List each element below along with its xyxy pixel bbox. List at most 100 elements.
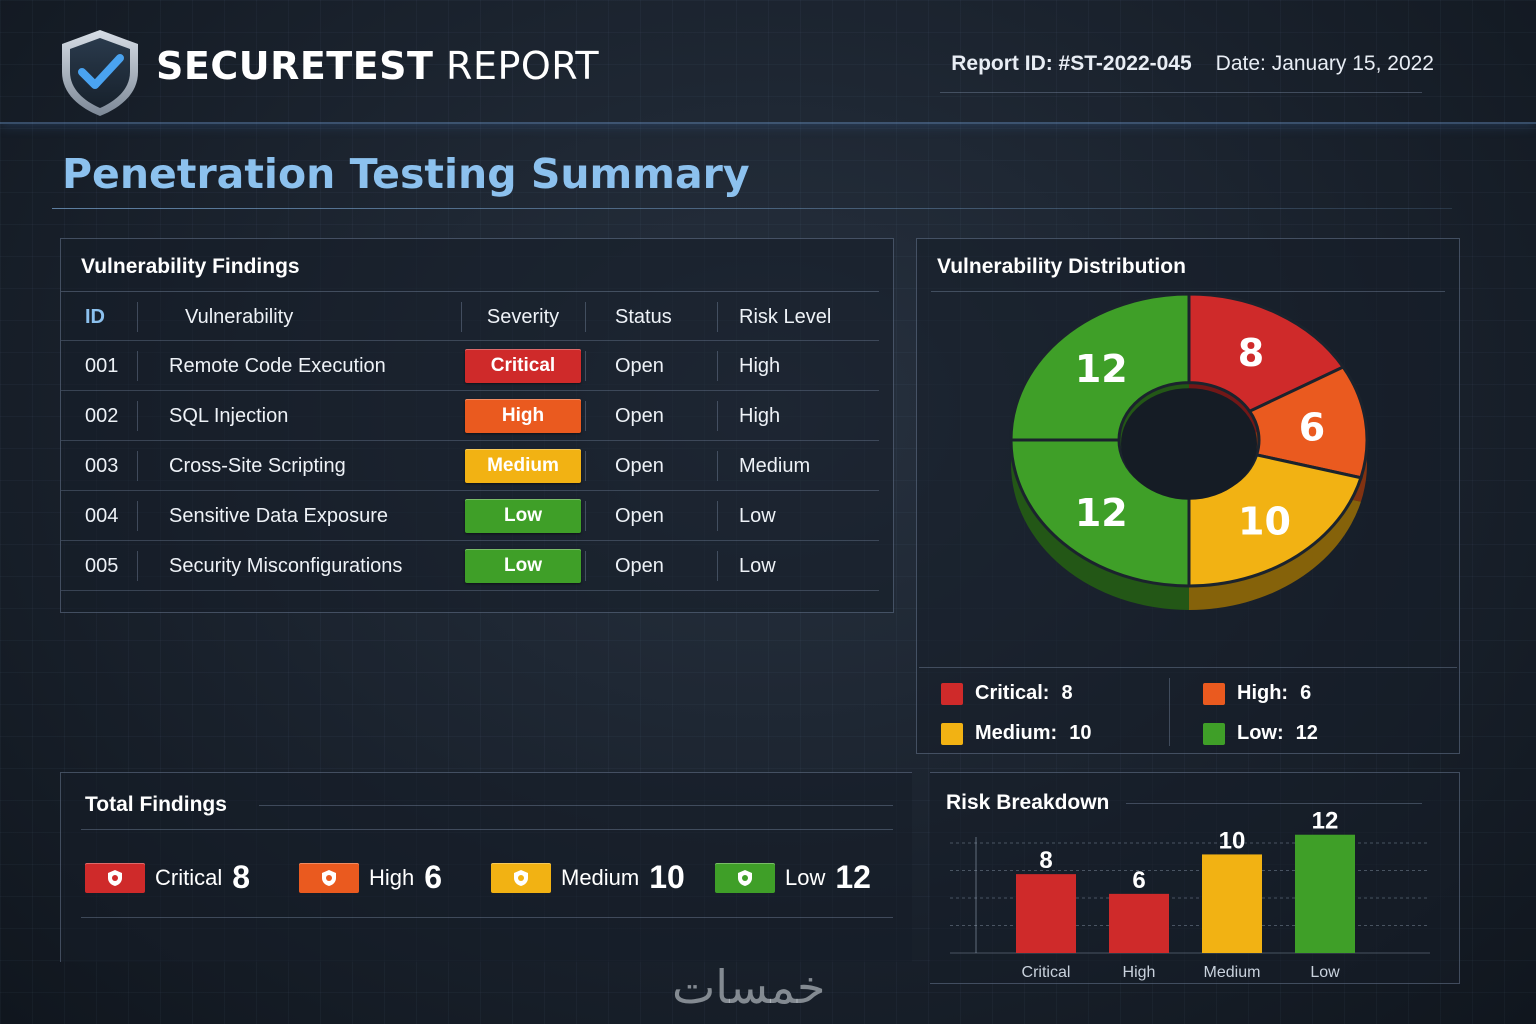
finding-id: 005 (85, 554, 119, 577)
column-header-id[interactable]: ID (85, 305, 105, 328)
findings-table: ID Vulnerability Severity Status Risk Le… (61, 291, 879, 591)
finding-vulnerability: SQL Injection (169, 404, 289, 427)
report-header: SECURETEST REPORT Report ID: #ST-2022-04… (0, 0, 1536, 124)
x-tick-label: Low (1310, 964, 1340, 981)
legend-item-medium: Medium: 10 (941, 722, 1091, 745)
column-header-vulnerability[interactable]: Vulnerability (185, 305, 294, 328)
page-title: Penetration Testing Summary (62, 150, 750, 198)
column-header-status[interactable]: Status (615, 305, 672, 328)
x-tick-label: Critical (1022, 964, 1071, 981)
donut-slice-high[interactable] (1247, 365, 1369, 480)
donut-slice-label: 10 (1238, 500, 1291, 544)
finding-id: 001 (85, 354, 119, 377)
title-divider (52, 208, 1452, 209)
donut-slice-label: 12 (1075, 347, 1128, 391)
total-findings-panel: Total Findings Critical 8 High 6 Medium … (60, 772, 912, 962)
report-meta: Report ID: #ST-2022-045 Date: January 15… (951, 52, 1434, 76)
finding-risk-level: High (739, 404, 781, 427)
donut-hole (1121, 388, 1257, 500)
distribution-legend: Critical: 8 High: 6 Medium: 10 Low: 12 (919, 667, 1457, 753)
finding-risk-level: High (739, 354, 781, 377)
finding-status: Open (615, 404, 664, 427)
bar-critical[interactable] (1016, 874, 1076, 953)
severity-badge: Low (465, 499, 581, 533)
finding-vulnerability: Sensitive Data Exposure (169, 504, 389, 527)
bar-high[interactable] (1109, 893, 1169, 953)
finding-status: Open (615, 554, 664, 577)
donut-slice-label: 12 (1075, 491, 1128, 535)
shield-check-icon (62, 30, 138, 116)
total-value: 10 (649, 859, 685, 895)
total-label: Critical (155, 864, 223, 890)
shield-badge-icon (715, 862, 775, 893)
total-value: 6 (424, 859, 443, 895)
legend-item-low: Low: 12 (1203, 722, 1318, 745)
table-row[interactable]: 003 Cross-Site Scripting Medium Open Med… (61, 441, 879, 491)
total-label: Low (785, 864, 826, 890)
finding-status: Open (615, 354, 664, 377)
total-label: High (369, 864, 415, 890)
donut-slice-label: 6 (1299, 406, 1325, 450)
vulnerability-findings-panel: Vulnerability Findings ID Vulnerability … (60, 238, 894, 613)
total-item-low: Low 12 (715, 859, 871, 896)
watermark-logo: خمسات (672, 960, 826, 1014)
legend-swatch-high (1203, 682, 1225, 705)
severity-badge: High (465, 399, 581, 433)
column-header-severity[interactable]: Severity (486, 305, 560, 328)
bar-value-label: 10 (1219, 827, 1246, 854)
bar-medium[interactable] (1202, 854, 1262, 953)
finding-risk-level: Medium (739, 454, 811, 477)
legend-swatch-critical (941, 682, 963, 705)
totals-title: Total Findings (85, 793, 227, 816)
severity-badge: Low (465, 549, 581, 583)
vulnerability-distribution-panel: Vulnerability Distribution 8 6 10 12 12 Crit… (916, 238, 1460, 754)
legend-item-high: High: 6 (1203, 682, 1311, 705)
table-header-row: ID Vulnerability Severity Status Risk Le… (61, 291, 879, 341)
donut-slice-low[interactable] (1009, 295, 1191, 442)
table-row[interactable]: 004 Sensitive Data Exposure Low Open Low (61, 491, 879, 541)
report-date: Date: January 15, 2022 (1215, 52, 1434, 75)
donut-chart: 86 10 12 12 (1009, 295, 1369, 610)
finding-id: 002 (85, 404, 119, 427)
legend-swatch-low (1203, 722, 1225, 745)
x-tick-label: Medium (1204, 964, 1261, 981)
shield-badge-icon (85, 862, 145, 893)
finding-risk-level: Low (739, 504, 776, 527)
table-row[interactable]: 005 Security Misconfigurations Low Open … (61, 541, 879, 591)
donut-slice-critical[interactable] (1187, 295, 1346, 414)
shield-badge-icon (299, 862, 359, 893)
severity-cell: Medium (461, 441, 585, 491)
finding-risk-level: Low (739, 554, 776, 577)
column-header-risk-level[interactable]: Risk Level (739, 305, 832, 328)
total-item-critical: Critical 8 (85, 859, 250, 896)
finding-id: 003 (85, 454, 119, 477)
finding-vulnerability: Cross-Site Scripting (169, 454, 346, 477)
severity-badge: Medium (465, 449, 581, 483)
severity-badge: Critical (465, 349, 581, 383)
report-id: Report ID: #ST-2022-045 (951, 52, 1192, 75)
brand-title: SECURETEST REPORT (156, 44, 600, 88)
table-row[interactable]: 001 Remote Code Execution Critical Open … (61, 341, 879, 391)
table-row[interactable]: 002 SQL Injection High Open High (61, 391, 879, 441)
bar-low[interactable] (1295, 834, 1355, 953)
severity-cell: Critical (461, 341, 585, 391)
finding-id: 004 (85, 504, 119, 527)
legend-swatch-medium (941, 722, 963, 745)
shield-badge-icon (491, 862, 551, 893)
finding-vulnerability: Security Misconfigurations (169, 554, 403, 577)
bar-value-label: 12 (1312, 808, 1339, 835)
risk-breakdown-title: Risk Breakdown (946, 791, 1110, 814)
risk-breakdown-bar-chart: 8 Critical 6 High 10 Medium 12 Low (950, 808, 1430, 981)
finding-status: Open (615, 454, 664, 477)
meta-divider (940, 92, 1422, 93)
legend-item-critical: Critical: 8 (941, 682, 1073, 705)
severity-cell: High (461, 391, 585, 441)
severity-cell: Low (461, 491, 585, 541)
total-value: 8 (232, 859, 251, 895)
total-item-medium: Medium 10 (491, 859, 685, 896)
finding-status: Open (615, 504, 664, 527)
risk-breakdown-panel: Risk Breakdown 8 Critical 6 High 10 Medium 12 L… (930, 772, 1460, 984)
total-item-high: High 6 (299, 859, 442, 896)
finding-vulnerability: Remote Code Execution (169, 354, 386, 377)
total-value: 12 (835, 859, 871, 895)
